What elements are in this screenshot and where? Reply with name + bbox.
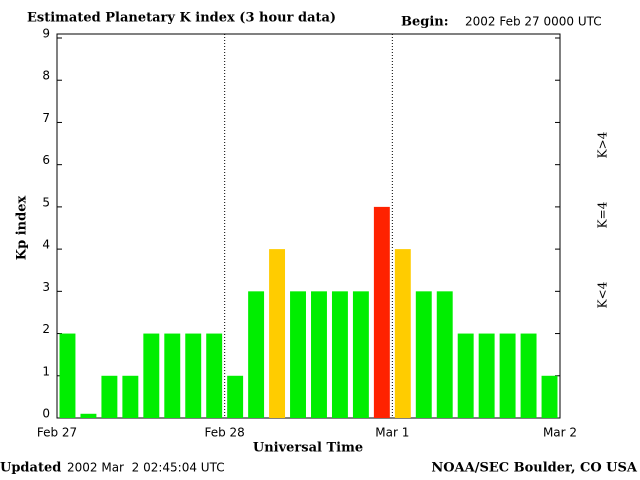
bar <box>101 375 118 418</box>
y-tick-label: 5 <box>42 195 50 209</box>
y-tick-label: 7 <box>42 111 50 125</box>
y-tick-label: 1 <box>42 364 50 378</box>
chart-title: Estimated Planetary K index (3 hour data… <box>27 11 336 26</box>
bar <box>206 333 223 418</box>
bar <box>185 333 202 418</box>
bar <box>248 291 265 418</box>
x-axis-label: Universal Time <box>253 441 363 456</box>
y-tick-label: 9 <box>42 27 50 41</box>
updated-label: Updated <box>0 461 61 476</box>
bar <box>373 206 390 418</box>
bar <box>164 333 181 418</box>
y-tick-label: 6 <box>42 153 50 167</box>
y-tick-label: 0 <box>42 407 50 421</box>
y-axis-label: Kp index <box>15 196 30 261</box>
bar <box>541 375 558 418</box>
bar <box>80 413 97 418</box>
y-tick-label: 2 <box>42 322 50 336</box>
y-tick-label: 3 <box>42 280 50 294</box>
bar <box>499 333 516 418</box>
bar <box>520 333 537 418</box>
bar <box>59 333 76 418</box>
x-tick-label: Feb 28 <box>204 426 244 440</box>
bar <box>331 291 348 418</box>
y-tick-label: 8 <box>42 69 50 83</box>
x-tick-label: Mar 2 <box>543 426 577 440</box>
legend-entry: K<4 <box>596 281 610 308</box>
begin-label: Begin: <box>401 15 449 30</box>
bar <box>352 291 369 418</box>
x-tick-label: Feb 27 <box>37 426 77 440</box>
bar <box>436 291 453 418</box>
legend-entry: K>4 <box>596 131 610 158</box>
bar <box>122 375 139 418</box>
begin-value: 2002 Feb 27 0000 UTC <box>465 15 602 29</box>
bar <box>143 333 160 418</box>
source: NOAA/SEC Boulder, CO USA <box>431 461 638 476</box>
bar <box>457 333 474 418</box>
bar <box>394 249 411 418</box>
bar <box>227 375 244 418</box>
bar <box>269 249 286 418</box>
bar <box>478 333 495 418</box>
bar <box>311 291 327 418</box>
legend-entry: K=4 <box>596 201 610 228</box>
bar <box>415 291 432 418</box>
updated-value: 2002 Mar 2 02:45:04 UTC <box>67 461 225 475</box>
x-tick-label: Mar 1 <box>375 426 409 440</box>
bar <box>290 291 306 418</box>
y-tick-label: 4 <box>42 238 50 252</box>
